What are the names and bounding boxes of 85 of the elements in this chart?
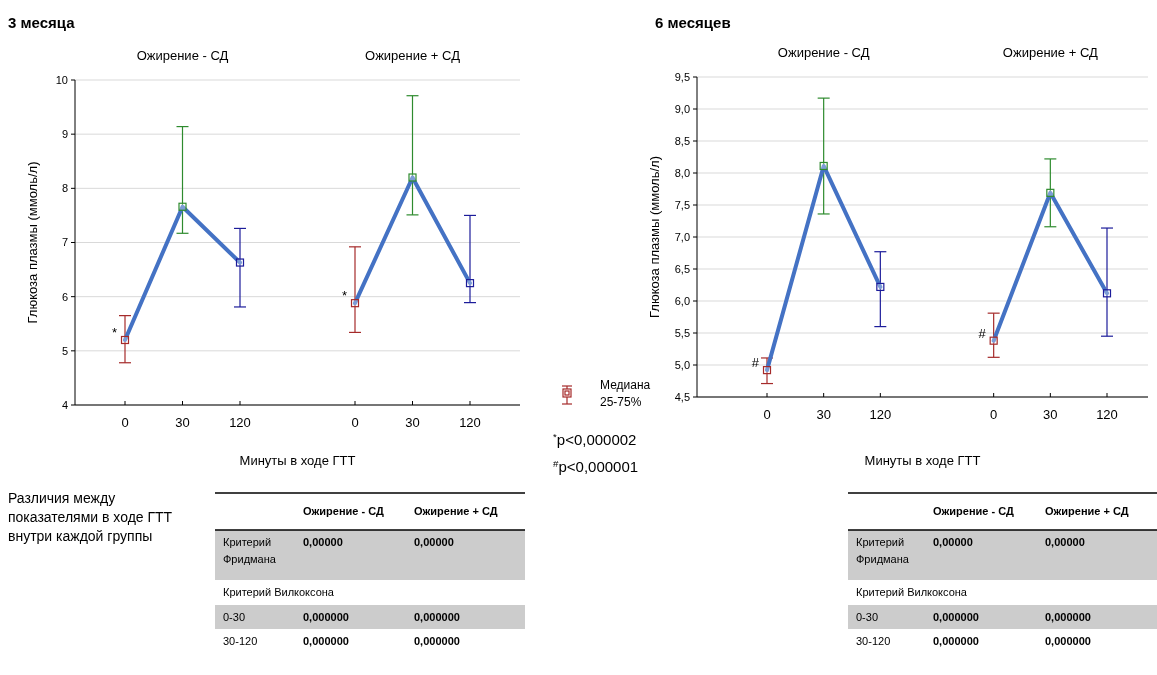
- annotation: *: [111, 325, 117, 340]
- text: 0,00000: [933, 536, 973, 548]
- x-tick-label: 0: [351, 415, 359, 430]
- text: 0,00000: [1045, 536, 1085, 548]
- category-label: Ожирение - СД: [303, 505, 385, 517]
- chart-title: 3 месяца: [8, 14, 76, 31]
- category-label: Критерий Вилкоксона: [223, 586, 334, 598]
- category-label: Ожирение - СД: [933, 505, 1015, 517]
- text: 0,000000: [1045, 611, 1091, 623]
- y-tick-label: 4,5: [674, 390, 690, 403]
- point: [120, 335, 130, 345]
- text: Различия между показателями в ходе ГТТ внутри каждой группы: [8, 490, 173, 544]
- text: 0,00000: [303, 536, 343, 548]
- point: [350, 299, 360, 308]
- y-tick-label: 7: [61, 236, 68, 249]
- y-tick-label: 7,5: [674, 198, 690, 211]
- x-tick-label: 30: [1043, 407, 1058, 422]
- category-label: Критерий Вилкоксона: [856, 586, 967, 598]
- point: [235, 258, 245, 267]
- category-label: Критерий Фридмана: [856, 536, 909, 565]
- y-tick-label: 8,5: [674, 134, 690, 147]
- text: 0,000000: [933, 611, 979, 623]
- x-tick-label: 30: [405, 415, 420, 430]
- x-tick-label: 30: [175, 415, 190, 430]
- x-tick-label: 120: [869, 407, 892, 422]
- y-tick-label: 9,5: [674, 70, 690, 83]
- category-label: 30-120: [223, 635, 258, 647]
- text: 0,000000: [303, 611, 349, 623]
- y-tick-label: 5: [61, 344, 68, 357]
- y-tick-label: 6,0: [674, 294, 690, 307]
- x-tick-label: 30: [816, 407, 831, 422]
- y-tick-label: 6: [61, 290, 68, 303]
- text: 0,000000: [303, 635, 349, 647]
- text: Ожирение - СД: [777, 45, 870, 60]
- y-tick-label: 4: [61, 398, 68, 411]
- y-tick-label: 5,5: [674, 326, 690, 339]
- point: [465, 279, 475, 288]
- text: 0,000000: [414, 635, 460, 647]
- text: $^{#}$p<0,000001: [553, 457, 639, 475]
- y-tick-label: 5,0: [674, 358, 690, 371]
- y-tick-label: 9: [61, 128, 68, 141]
- y-tick-label: 7,0: [674, 230, 690, 243]
- y-tick-label: 8,0: [674, 166, 690, 179]
- text: 25-75%: [600, 395, 642, 409]
- category-label: 30-120: [856, 635, 891, 647]
- point: [762, 366, 772, 375]
- x-tick-label: 0: [763, 407, 771, 422]
- y-axis-title: Глюкоза плазмы (ммоль/л): [647, 156, 662, 318]
- x-tick-label: 0: [121, 415, 129, 430]
- category-label: Ожирение + СД: [414, 505, 498, 517]
- text: 0,00000: [414, 536, 454, 548]
- text: 0,000000: [1045, 635, 1091, 647]
- point: [876, 282, 885, 292]
- category-label: Критерий Фридмана: [223, 536, 276, 565]
- point: [1046, 188, 1055, 197]
- point: [1102, 289, 1112, 298]
- point: [989, 336, 998, 345]
- x-tick-label: 120: [1096, 407, 1118, 422]
- point: [408, 173, 417, 182]
- x-tick-label: 120: [459, 415, 481, 430]
- text: $^{*}$p<0,000002: [553, 430, 637, 448]
- annotation: *: [341, 288, 347, 304]
- text: Ожирение + СД: [365, 48, 461, 63]
- point: [819, 161, 828, 171]
- annotation: #: [751, 355, 760, 371]
- x-tick-label: 0: [990, 407, 998, 422]
- category-label: Ожирение + СД: [1045, 505, 1129, 517]
- y-tick-label: 9,0: [674, 102, 690, 115]
- y-tick-label: 8: [61, 182, 68, 195]
- annotation: #: [978, 325, 987, 341]
- y-axis-title: Глюкоза плазмы (ммоль/л): [25, 161, 40, 324]
- text: 0,000000: [933, 635, 979, 647]
- text: Медиана: [600, 378, 651, 392]
- text: 0,000000: [414, 611, 460, 623]
- x-axis-title: Минуты в ходе ГТТ: [239, 453, 356, 468]
- text: Ожирение + СД: [1002, 45, 1098, 60]
- x-tick-label: 120: [229, 415, 251, 430]
- x-axis-title: Минуты в ходе ГТТ: [864, 453, 981, 468]
- text: Ожирение - СД: [136, 48, 229, 63]
- point: [178, 202, 187, 211]
- y-tick-label: 10: [55, 73, 68, 86]
- category-label: 0-30: [856, 611, 879, 623]
- chart-title: 6 месяцев: [655, 14, 731, 31]
- category-label: 0-30: [223, 611, 246, 623]
- y-tick-label: 6,5: [674, 262, 690, 275]
